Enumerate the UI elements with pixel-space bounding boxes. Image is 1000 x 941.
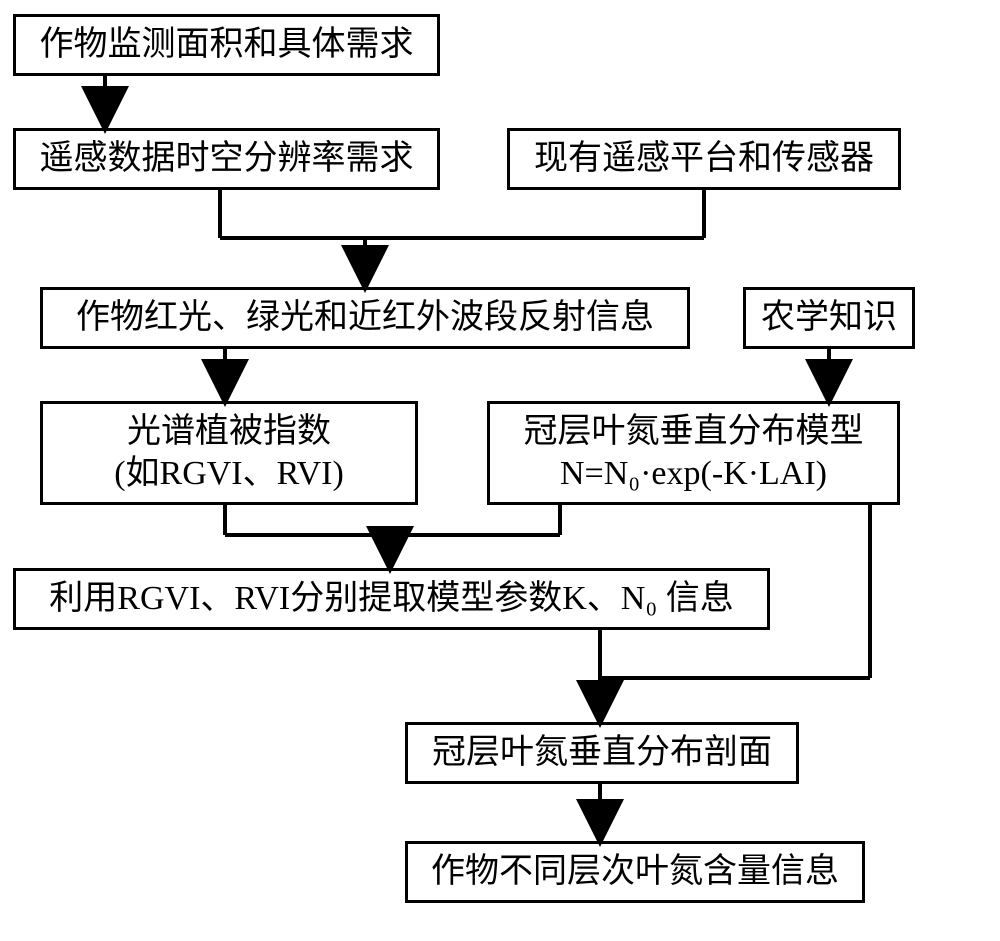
node-label: 冠层叶氮垂直分布模型 N=N₀·exp(-K·LAI)	[524, 411, 864, 496]
node-extract-params: 利用RGVI、RVI分别提取模型参数K、N₀ 信息	[13, 568, 770, 630]
node-label: 作物监测面积和具体需求	[40, 24, 414, 67]
node-label: 利用RGVI、RVI分别提取模型参数K、N₀ 信息	[49, 578, 733, 621]
node-platform-sensor: 现有遥感平台和传感器	[507, 128, 901, 190]
node-reflectance-info: 作物红光、绿光和近红外波段反射信息	[40, 287, 690, 349]
node-label: 作物不同层次叶氮含量信息	[431, 851, 839, 894]
node-label: 农学知识	[761, 297, 897, 340]
node-canopy-model: 冠层叶氮垂直分布模型 N=N₀·exp(-K·LAI)	[487, 401, 900, 505]
node-leaf-nitrogen-levels: 作物不同层次叶氮含量信息	[405, 841, 865, 903]
flowchart-canvas: 作物监测面积和具体需求 遥感数据时空分辨率需求 现有遥感平台和传感器 作物红光、…	[0, 0, 1000, 941]
node-label: 光谱植被指数 (如RGVI、RVI)	[114, 411, 344, 496]
node-agronomy: 农学知识	[743, 287, 915, 349]
node-label: 遥感数据时空分辨率需求	[40, 138, 414, 181]
node-resolution-req: 遥感数据时空分辨率需求	[13, 128, 440, 190]
node-vertical-profile: 冠层叶氮垂直分布剖面	[405, 722, 799, 784]
node-label: 冠层叶氮垂直分布剖面	[432, 732, 772, 775]
node-monitoring-area: 作物监测面积和具体需求	[13, 14, 440, 76]
node-vegetation-index: 光谱植被指数 (如RGVI、RVI)	[40, 401, 418, 505]
node-label: 现有遥感平台和传感器	[534, 138, 874, 181]
node-label: 作物红光、绿光和近红外波段反射信息	[76, 297, 654, 340]
